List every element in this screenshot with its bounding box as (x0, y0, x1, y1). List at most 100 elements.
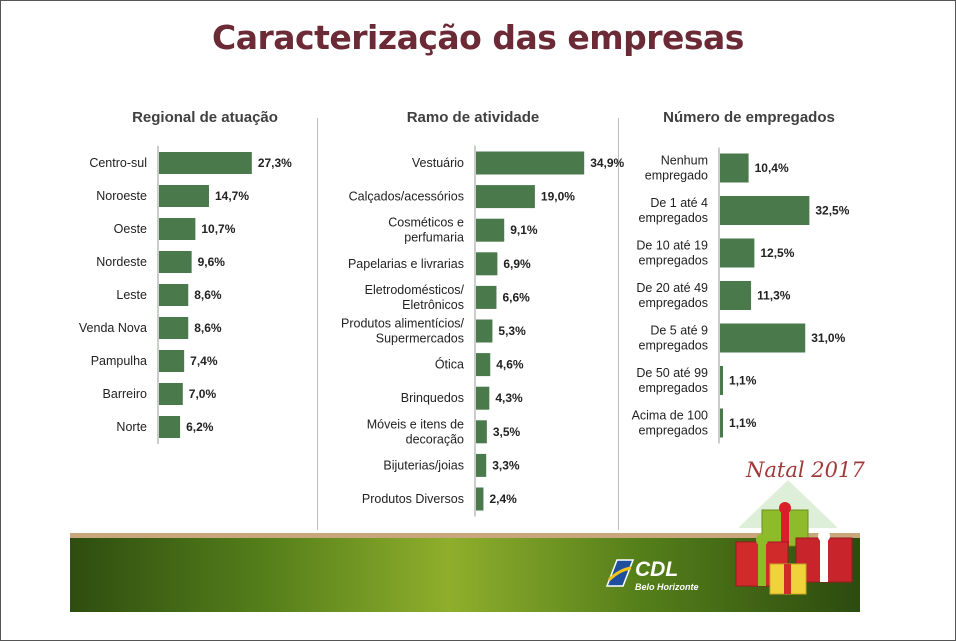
bar (159, 383, 183, 405)
data-label: 8,6% (194, 288, 222, 302)
data-label: 8,6% (194, 321, 222, 335)
cdl-emblem-icon (605, 559, 635, 587)
bar (476, 353, 491, 377)
data-label: 9,1% (510, 223, 538, 237)
category-label: empregados (639, 339, 709, 353)
category-label: Leste (116, 288, 147, 302)
category-label: Vestuário (412, 156, 464, 170)
data-label: 2,4% (489, 492, 517, 506)
data-label: 7,0% (189, 387, 217, 401)
category-label: Centro-sul (89, 156, 147, 170)
category-label: Nordeste (96, 255, 147, 269)
category-label: Produtos Diversos (362, 492, 464, 506)
category-label: empregado (645, 169, 708, 183)
category-label: Nenhum (661, 154, 708, 168)
chart-title: Número de empregados (663, 109, 835, 126)
bar (720, 323, 806, 353)
category-label: Eletrodomésticos/ (365, 283, 465, 297)
category-label: Cosméticos e (388, 216, 464, 230)
cdl-logo-subtitle: Belo Horizonte (635, 582, 699, 592)
bar (476, 453, 487, 477)
bar (476, 420, 487, 444)
chart-regional: Regional de atuação 27,3% Centro-sul 14,7% N… (79, 109, 292, 444)
data-label: 1,1% (729, 374, 757, 388)
bar (159, 416, 181, 438)
category-label: Venda Nova (79, 321, 147, 335)
footer-banner: CDL Belo Horizonte (70, 533, 860, 612)
chart-title: Regional de atuação (132, 109, 278, 126)
data-label: 4,3% (495, 391, 523, 405)
bar (159, 251, 192, 273)
category-label: De 50 até 99 (636, 366, 708, 380)
category-label: Produtos alimentícios/ (341, 317, 465, 331)
data-label: 5,3% (498, 324, 526, 338)
data-label: 3,3% (492, 458, 520, 472)
bar (159, 284, 189, 306)
category-label: empregados (639, 211, 709, 225)
category-label: Bijuterias/joias (383, 458, 464, 472)
bar (159, 218, 196, 240)
bar (476, 285, 497, 309)
category-label: Pampulha (91, 354, 147, 368)
category-label: Calçados/acessórios (349, 190, 464, 204)
category-label: Móveis e itens de (367, 417, 464, 431)
category-label: Acima de 100 (632, 409, 708, 423)
data-label: 1,1% (729, 416, 757, 430)
bar (476, 319, 493, 343)
category-label: Oeste (114, 222, 147, 236)
category-label: Ótica (435, 357, 464, 372)
cdl-logo: CDL Belo Horizonte (605, 556, 699, 597)
data-label: 19,0% (541, 190, 575, 204)
category-label: Eletrônicos (402, 298, 464, 312)
divider (618, 118, 619, 530)
gift-boxes-icon (735, 480, 853, 595)
category-label: Noroeste (96, 189, 147, 203)
data-label: 27,3% (258, 156, 292, 170)
data-label: 4,6% (496, 358, 524, 372)
category-label: Papelarias e livrarias (348, 257, 464, 271)
category-label: empregados (639, 296, 709, 310)
data-label: 34,9% (590, 156, 624, 170)
bar (476, 386, 490, 410)
bar (476, 151, 585, 175)
chart-title: Ramo de atividade (407, 109, 540, 126)
bar (476, 487, 484, 511)
data-label: 10,4% (755, 161, 789, 175)
category-label: De 20 até 49 (636, 281, 708, 295)
category-label: empregados (639, 254, 709, 268)
data-label: 9,6% (198, 255, 226, 269)
bar (159, 317, 189, 339)
data-label: 6,2% (186, 420, 214, 434)
bar (159, 350, 185, 372)
cdl-logo-text: CDL (635, 558, 679, 581)
data-label: 31,0% (811, 331, 845, 345)
category-label: perfumaria (404, 231, 464, 245)
category-label: Supermercados (376, 332, 464, 346)
bar (159, 152, 252, 174)
page-title: Caracterização das empresas (212, 18, 744, 57)
divider (317, 118, 318, 530)
data-label: 32,5% (815, 204, 849, 218)
category-label: De 1 até 4 (650, 196, 708, 210)
category-label: De 10 até 19 (636, 239, 708, 253)
data-label: 6,6% (502, 290, 530, 304)
data-label: 12,5% (760, 246, 794, 260)
bar (720, 281, 752, 310)
natal-seal: Natal 2017 (746, 458, 865, 482)
bar (720, 408, 724, 438)
category-label: Barreiro (103, 387, 148, 401)
bar (720, 366, 724, 395)
data-label: 3,5% (493, 425, 521, 439)
category-label: empregados (639, 424, 709, 438)
category-label: decoração (406, 432, 464, 446)
category-label: empregados (639, 381, 709, 395)
category-label: Brinquedos (401, 391, 464, 405)
category-label: De 5 até 9 (650, 324, 708, 338)
data-label: 14,7% (215, 189, 249, 203)
data-label: 11,3% (757, 289, 791, 303)
bar (476, 252, 498, 276)
bar (720, 196, 810, 225)
bar (720, 238, 755, 268)
bar (159, 185, 209, 207)
data-label: 10,7% (201, 222, 235, 236)
